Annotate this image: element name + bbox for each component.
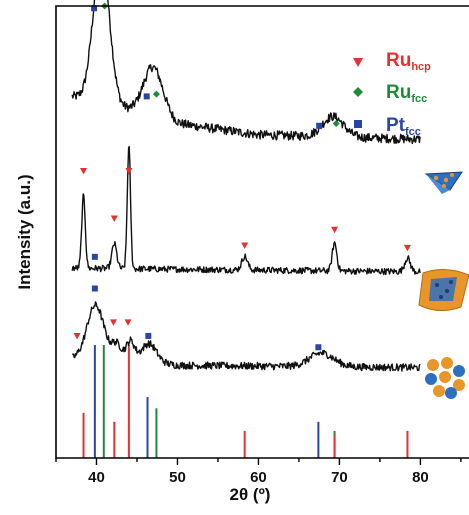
legend-entry-pt-fcc: Ptfcc [354, 115, 421, 138]
x-tick-label: 40 [88, 469, 105, 486]
svg-text:Ruhcp: Ruhcp [386, 50, 431, 73]
x-tick-label: 70 [331, 469, 348, 486]
x-axis-label: 2θ (º) [230, 485, 271, 504]
legend-sub-ru-hcp: hcp [411, 61, 431, 73]
nanoparticle-illustration-middle [418, 269, 469, 311]
legend-label-ru-fcc: Ru [386, 82, 411, 103]
marker-pt-fcc [316, 122, 323, 129]
marker-ru-hcp [124, 319, 132, 326]
nanoparticle-illustration-bottom [425, 357, 465, 399]
marker-pt-fcc [91, 253, 98, 260]
legend: Ruhcp Rufcc Ptfcc [353, 50, 431, 138]
legend-entry-ru-hcp: Ruhcp [353, 50, 431, 73]
plot-frame [55, 5, 469, 459]
marker-ru-hcp [331, 226, 339, 234]
x-axis-ticks: 40 50 60 70 80 [55, 458, 462, 486]
marker-ru-hcp [109, 319, 117, 326]
plot-area [71, 0, 421, 458]
marker-ru-hcp [125, 167, 133, 175]
nanoparticle-illustration-top [424, 171, 463, 194]
series-group [71, 0, 421, 372]
legend-label-pt-fcc: Pt [386, 115, 406, 136]
marker-ru-fcc [152, 90, 160, 98]
x-tick-label: 50 [169, 469, 186, 486]
legend-marker-ru-hcp [353, 58, 363, 67]
legend-entry-ru-fcc: Rufcc [353, 82, 427, 105]
marker-ru-hcp [241, 242, 249, 250]
x-tick-label: 80 [412, 469, 429, 486]
marker-pt-fcc [315, 344, 322, 351]
legend-marker-ru-fcc [353, 87, 363, 97]
y-axis-label: Intensity (a.u.) [15, 174, 34, 289]
marker-ru-hcp [403, 244, 411, 252]
marker-ru-hcp [80, 167, 88, 175]
marker-pt-fcc [143, 93, 150, 100]
xrd-pattern-2 [71, 145, 421, 276]
marker-pt-fcc [91, 5, 98, 12]
legend-sub-ru-fcc: fcc [411, 93, 427, 105]
marker-ru-hcp [73, 332, 81, 340]
xrd-pattern-1 [71, 0, 421, 145]
legend-label-ru-hcp: Ru [386, 50, 411, 71]
reference-lines [82, 345, 409, 458]
marker-ru-fcc [332, 120, 340, 128]
phase-markers [73, 2, 411, 351]
svg-text:Rufcc: Rufcc [386, 82, 427, 105]
x-tick-label: 60 [250, 469, 267, 486]
marker-pt-fcc [145, 332, 152, 339]
xrd-pattern-3 [71, 301, 421, 372]
legend-sub-pt-fcc: fcc [405, 126, 421, 138]
legend-marker-pt-fcc [354, 120, 362, 128]
marker-ru-hcp [110, 215, 118, 222]
marker-pt-fcc [91, 285, 98, 292]
svg-text:Ptfcc: Ptfcc [386, 115, 421, 138]
